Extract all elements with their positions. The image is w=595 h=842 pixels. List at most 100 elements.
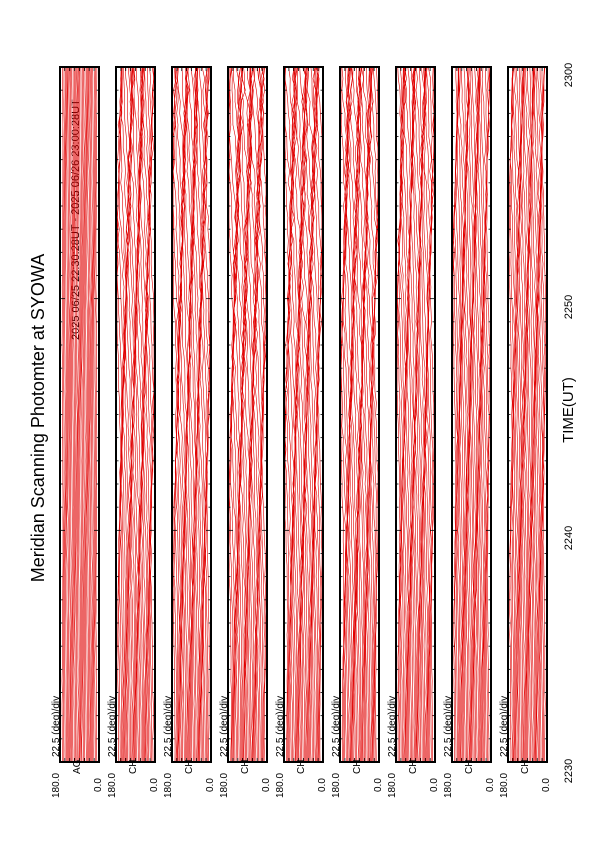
trace bbox=[297, 66, 308, 763]
channel-label: CH bbox=[408, 760, 419, 774]
trace bbox=[366, 66, 376, 763]
trace bbox=[200, 66, 210, 763]
panel-8: 180.0 0.0 CH 22.5 (deg)/div bbox=[443, 66, 496, 798]
trace bbox=[523, 66, 529, 763]
trace bbox=[69, 66, 72, 763]
trace bbox=[246, 66, 258, 763]
trace bbox=[198, 66, 207, 763]
y-tick-bottom: 0.0 bbox=[429, 778, 440, 792]
trace bbox=[174, 66, 183, 763]
trace bbox=[79, 66, 82, 763]
trace bbox=[76, 66, 79, 763]
trace bbox=[413, 66, 422, 763]
trace bbox=[397, 66, 406, 763]
y-tick-top: 180.0 bbox=[499, 773, 510, 798]
trace bbox=[74, 67, 77, 763]
channel-label: CH bbox=[520, 760, 531, 774]
trace bbox=[140, 66, 150, 763]
trace bbox=[530, 66, 535, 763]
trace bbox=[254, 66, 266, 763]
trace bbox=[531, 66, 537, 763]
y-tick-bottom: 0.0 bbox=[261, 778, 272, 792]
y-tick-bottom: 0.0 bbox=[205, 778, 216, 792]
y-tick-bottom: 0.0 bbox=[93, 778, 104, 792]
y-tick-top: 180.0 bbox=[387, 773, 398, 798]
trace bbox=[418, 66, 427, 763]
trace bbox=[353, 66, 363, 763]
y-tick-bottom: 0.0 bbox=[541, 778, 552, 792]
trace bbox=[302, 66, 314, 763]
scale-label: 22.5 (deg)/div bbox=[387, 696, 398, 757]
trace bbox=[411, 66, 419, 763]
scale-label: 22.5 (deg)/div bbox=[219, 696, 230, 757]
trace bbox=[122, 66, 130, 763]
trace bbox=[465, 66, 470, 763]
trace bbox=[310, 66, 320, 763]
trace bbox=[410, 67, 417, 763]
channel-label: AG bbox=[72, 759, 83, 774]
trace bbox=[231, 66, 241, 763]
y-tick-top: 180.0 bbox=[163, 773, 174, 798]
channel-label: CH bbox=[296, 760, 307, 774]
trace bbox=[528, 66, 534, 763]
y-tick-top: 180.0 bbox=[275, 773, 286, 798]
panel-7: 180.0 0.0 CH 22.5 (deg)/div bbox=[387, 66, 440, 798]
trace bbox=[535, 66, 541, 763]
trace bbox=[253, 66, 265, 763]
trace bbox=[404, 66, 412, 763]
trace bbox=[145, 66, 154, 763]
trace bbox=[82, 66, 85, 763]
y-tick-top: 180.0 bbox=[51, 773, 62, 798]
trace bbox=[252, 66, 261, 763]
trace bbox=[350, 66, 360, 763]
trace bbox=[185, 66, 193, 763]
trace bbox=[470, 66, 475, 763]
trace bbox=[88, 66, 91, 763]
trace bbox=[418, 66, 426, 763]
trace bbox=[90, 66, 93, 763]
trace bbox=[92, 66, 94, 763]
trace bbox=[64, 66, 66, 763]
y-tick-top: 180.0 bbox=[219, 773, 230, 798]
trace bbox=[71, 66, 73, 763]
trace bbox=[62, 66, 65, 763]
trace bbox=[193, 66, 204, 762]
trace bbox=[348, 66, 358, 763]
trace bbox=[201, 66, 210, 763]
trace bbox=[532, 66, 538, 763]
panel-5: 180.0 0.0 CH 22.5 (deg)/div bbox=[275, 66, 328, 798]
trace bbox=[512, 66, 518, 762]
trace bbox=[341, 66, 352, 763]
trace bbox=[116, 66, 123, 763]
panel-9: 180.0 0.0 CH 22.5 (deg)/div bbox=[499, 66, 552, 798]
trace bbox=[307, 66, 316, 763]
trace bbox=[133, 66, 140, 763]
trace bbox=[474, 66, 481, 763]
trace bbox=[129, 66, 137, 763]
trace bbox=[476, 66, 484, 763]
trace bbox=[352, 66, 363, 763]
trace bbox=[143, 66, 152, 763]
panel-1: 180.0 0.0 AG 22.5 (deg)/div bbox=[51, 66, 104, 798]
trace bbox=[190, 66, 198, 763]
trace bbox=[352, 66, 361, 763]
trace bbox=[299, 66, 310, 763]
trace bbox=[192, 66, 200, 763]
trace bbox=[411, 66, 420, 763]
trace bbox=[306, 66, 316, 763]
trace bbox=[362, 66, 373, 763]
trace bbox=[119, 66, 128, 763]
trace bbox=[73, 66, 76, 763]
trace bbox=[237, 66, 247, 763]
y-tick-top: 180.0 bbox=[107, 773, 118, 798]
trace bbox=[290, 66, 299, 763]
trace bbox=[194, 66, 203, 763]
trace bbox=[180, 66, 190, 763]
trace bbox=[89, 66, 92, 763]
trace bbox=[407, 66, 414, 763]
trace bbox=[80, 66, 83, 762]
scale-label: 22.5 (deg)/div bbox=[107, 696, 118, 757]
panel-4: 180.0 0.0 CH 22.5 (deg)/div bbox=[219, 66, 272, 798]
trace bbox=[518, 66, 525, 763]
